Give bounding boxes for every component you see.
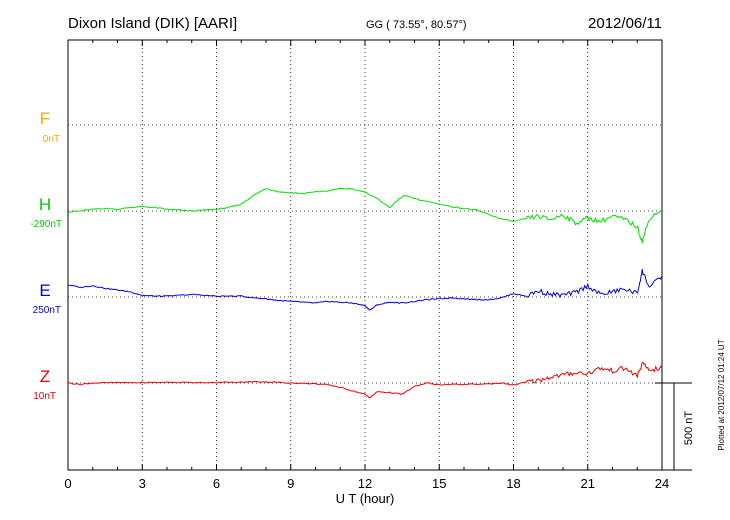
series-line-e — [67, 269, 663, 311]
x-tick-label: 12 — [358, 476, 372, 491]
scale-bar — [655, 382, 692, 471]
series-label-f: F — [40, 109, 50, 128]
station-coords: GG ( 73.55°, 80.57°) — [366, 19, 467, 31]
series-label-z: Z — [40, 367, 50, 386]
vertical-gridlines — [141, 40, 589, 470]
series-traces — [67, 187, 663, 399]
x-tick-label: 15 — [432, 476, 446, 491]
series-line-z — [67, 361, 663, 399]
series-offset-z: 10nT — [33, 391, 56, 402]
series-offset-f: 0nT — [43, 134, 60, 145]
x-tick-label: 0 — [64, 476, 71, 491]
x-tick-label: 24 — [655, 476, 669, 491]
x-axis-tick-labels: 0 3 6 9 12 15 18 21 24 — [64, 476, 669, 491]
date-label: 2012/06/11 — [588, 15, 662, 32]
x-tick-label: 3 — [139, 476, 146, 491]
scale-label: 500 nT — [683, 411, 695, 446]
series-label-h: H — [39, 195, 51, 214]
x-axis-label: U T (hour) — [336, 491, 395, 506]
station-title: Dixon Island (DIK) [AARI] — [68, 15, 237, 32]
x-axis-ticks — [67, 40, 663, 470]
x-tick-label: 6 — [213, 476, 220, 491]
x-tick-label: 18 — [506, 476, 520, 491]
horizontal-gridlines — [68, 124, 662, 384]
series-offset-e: 250nT — [33, 305, 61, 316]
x-tick-label: 21 — [581, 476, 595, 491]
series-label-e: E — [39, 281, 50, 300]
x-tick-label: 9 — [287, 476, 294, 491]
plotted-timestamp: Plotted at 2012/07/12 01:24 UT — [717, 339, 726, 450]
series-offset-h: -290nT — [30, 219, 62, 230]
series-line-h — [67, 187, 663, 244]
